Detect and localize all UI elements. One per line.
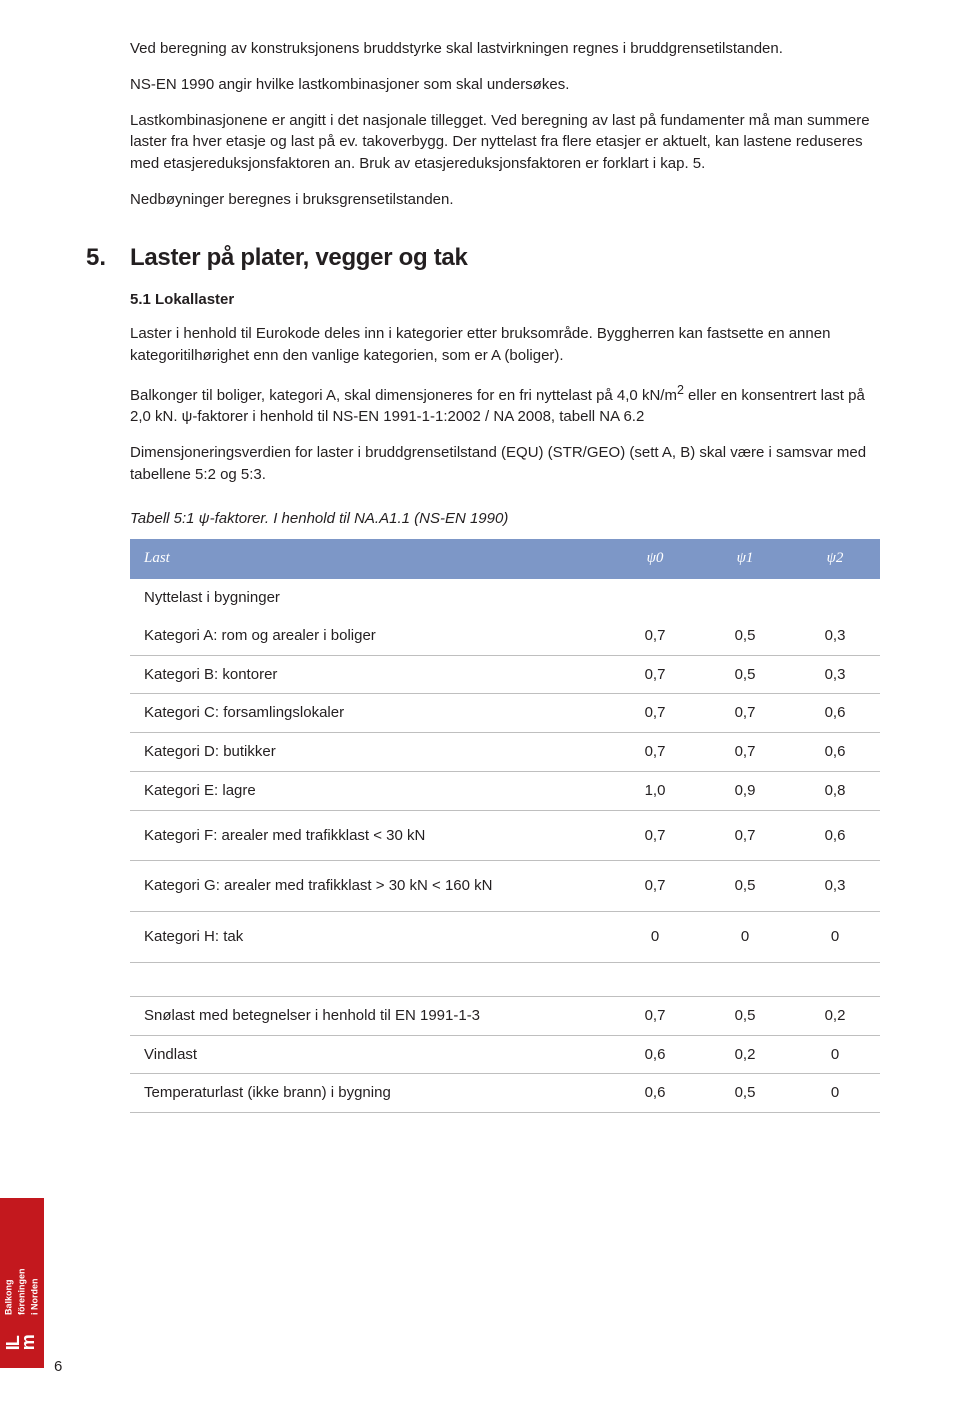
cell-value: 0,7: [610, 655, 700, 694]
subsection-heading: 5.1 Lokallaster: [130, 289, 880, 311]
table-caption: Tabell 5:1 ψ-faktorer. I henhold til NA.…: [130, 508, 880, 530]
cell-value: 0,7: [700, 694, 790, 733]
cell-value: 0,5: [700, 1074, 790, 1113]
row-label: Nyttelast i bygninger: [130, 579, 610, 617]
cell-value: 0,6: [790, 733, 880, 772]
section-heading: 5. Laster på plater, vegger og tak: [86, 241, 880, 276]
cell-value: 0,7: [610, 996, 700, 1035]
cell-value: 0,5: [700, 861, 790, 912]
page-number: 6: [54, 1356, 62, 1378]
row-label: Kategori E: lagre: [130, 771, 610, 810]
row-label: Kategori H: tak: [130, 912, 610, 963]
table-row: Kategori D: butikker0,70,70,6: [130, 733, 880, 772]
cell-value: 0,2: [790, 996, 880, 1035]
cell-value: 0,7: [610, 861, 700, 912]
cell-value: 0,6: [610, 1035, 700, 1074]
table-row: Kategori C: forsamlingslokaler0,70,70,6: [130, 694, 880, 733]
paragraph: Dimensjoneringsverdien for laster i brud…: [130, 442, 880, 486]
row-label: Snølast med betegnelser i henhold til EN…: [130, 996, 610, 1035]
paragraph: Ved beregning av konstruksjonens bruddst…: [130, 38, 880, 60]
paragraph: Nedbøyninger beregnes i bruksgrensetilst…: [130, 189, 880, 211]
table-row: Kategori B: kontorer0,70,50,3: [130, 655, 880, 694]
section-title: Laster på plater, vegger og tak: [130, 241, 468, 276]
table-row: Kategori F: arealer med trafikklast < 30…: [130, 810, 880, 861]
cell-value: 0,6: [610, 1074, 700, 1113]
cell-value: 0: [790, 1074, 880, 1113]
table-header-row: Last ψ0 ψ1 ψ2: [130, 539, 880, 579]
row-label: Kategori A: rom og arealer i boliger: [130, 617, 610, 655]
table-row: Snølast med betegnelser i henhold til EN…: [130, 996, 880, 1035]
cell-value: 0,7: [610, 617, 700, 655]
table-row: Kategori E: lagre1,00,90,8: [130, 771, 880, 810]
col-header-psi0: ψ0: [610, 539, 700, 579]
table-row: Temperaturlast (ikke brann) i bygning0,6…: [130, 1074, 880, 1113]
section-number: 5.: [86, 241, 130, 276]
cell-value: 0,3: [790, 861, 880, 912]
cell-value: 0,5: [700, 996, 790, 1035]
col-header-psi2: ψ2: [790, 539, 880, 579]
cell-value: 0,7: [700, 733, 790, 772]
cell-value: [610, 579, 700, 617]
row-label: Temperaturlast (ikke brann) i bygning: [130, 1074, 610, 1113]
cell-value: 0,5: [700, 655, 790, 694]
row-label: Kategori D: butikker: [130, 733, 610, 772]
publisher-name: Balkong föreningen i Norden: [2, 1269, 41, 1316]
cell-value: 0,3: [790, 655, 880, 694]
row-label: Kategori G: arealer med trafikklast > 30…: [130, 861, 610, 912]
cell-value: 0,7: [610, 733, 700, 772]
paragraph: Lastkombinasjonene er angitt i det nasjo…: [130, 110, 880, 175]
cell-value: 0,2: [700, 1035, 790, 1074]
cell-value: 0,3: [790, 617, 880, 655]
table-row: Kategori G: arealer med trafikklast > 30…: [130, 861, 880, 912]
row-label: Kategori B: kontorer: [130, 655, 610, 694]
cell-value: 0,7: [700, 810, 790, 861]
publisher-side-tab: IL m Balkong föreningen i Norden: [0, 1198, 44, 1368]
cell-value: 0,9: [700, 771, 790, 810]
paragraph: Laster i henhold til Eurokode deles inn …: [130, 323, 880, 367]
cell-value: [790, 579, 880, 617]
cell-value: 0: [790, 912, 880, 963]
cell-value: 0,8: [790, 771, 880, 810]
cell-value: 0: [610, 912, 700, 963]
row-label: Vindlast: [130, 1035, 610, 1074]
psi-factor-table: Last ψ0 ψ1 ψ2 Nyttelast i bygningerKateg…: [130, 539, 880, 1113]
cell-value: 0,6: [790, 810, 880, 861]
table-row: Nyttelast i bygninger: [130, 579, 880, 617]
cell-value: 0: [790, 1035, 880, 1074]
row-label: Kategori C: forsamlingslokaler: [130, 694, 610, 733]
paragraph: NS-EN 1990 angir hvilke lastkombinasjone…: [130, 74, 880, 96]
cell-value: 1,0: [610, 771, 700, 810]
cell-value: 0: [700, 912, 790, 963]
table-row: Vindlast0,60,20: [130, 1035, 880, 1074]
cell-value: 0,5: [700, 617, 790, 655]
publisher-logo-icon: IL m: [7, 1335, 38, 1350]
cell-value: 0,7: [610, 694, 700, 733]
cell-value: 0,6: [790, 694, 880, 733]
table-row: Kategori A: rom og arealer i boliger0,70…: [130, 617, 880, 655]
table-row: Kategori H: tak000: [130, 912, 880, 963]
col-header-last: Last: [130, 539, 610, 579]
cell-value: [700, 579, 790, 617]
col-header-psi1: ψ1: [700, 539, 790, 579]
paragraph: Balkonger til boliger, kategori A, skal …: [130, 381, 880, 429]
table-row: [130, 962, 880, 996]
cell-value: 0,7: [610, 810, 700, 861]
row-label: Kategori F: arealer med trafikklast < 30…: [130, 810, 610, 861]
